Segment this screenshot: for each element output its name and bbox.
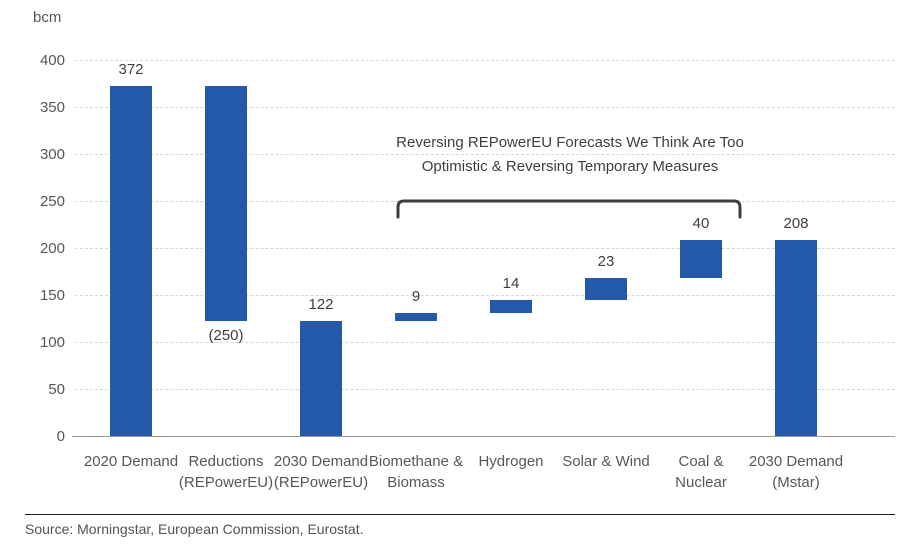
bar-value-label: 122 [308, 296, 334, 314]
bar-value-label: 40 [692, 215, 710, 233]
y-tick-label: 200 [39, 240, 65, 257]
gridline [75, 201, 895, 202]
bar [490, 299, 532, 313]
y-tick-label: 100 [39, 334, 65, 351]
bar-value-label: (250) [208, 327, 244, 345]
x-category-label: 2030 Demand (REPowerEU) [273, 453, 369, 491]
bar-value-label: 208 [783, 215, 809, 233]
y-tick-label: 50 [48, 381, 65, 398]
bar [775, 240, 817, 436]
x-axis-line [72, 436, 895, 437]
gridline [75, 342, 895, 343]
chart-annotation: Reversing REPowerEU Forecasts We Think A… [320, 131, 820, 179]
bar-value-label: 14 [502, 274, 520, 292]
gridline [75, 60, 895, 61]
gridline [75, 154, 895, 155]
x-category-label: Reductions (REPowerEU) [178, 453, 274, 491]
source-text: Source: Morningstar, European Commission… [25, 521, 364, 537]
bar [300, 321, 342, 436]
x-category-label: Biomethane & Biomass [368, 453, 464, 491]
gridline [75, 295, 895, 296]
bar-value-label: 9 [411, 287, 421, 305]
x-category-label: Coal & Nuclear [675, 453, 727, 491]
y-axis-unit-label: bcm [33, 9, 62, 26]
footer-divider [25, 514, 895, 515]
x-category-label: 2030 Demand (Mstar) [748, 453, 844, 491]
gridline [75, 248, 895, 249]
bar [395, 312, 437, 322]
y-tick-label: 300 [39, 146, 65, 163]
gridline [75, 107, 895, 108]
bar [205, 86, 247, 322]
bar [585, 278, 627, 300]
x-category-label: Solar & Wind [562, 453, 650, 470]
x-category-label: Hydrogen [478, 453, 544, 470]
y-tick-label: 250 [39, 193, 65, 210]
bar [680, 240, 722, 279]
annotation-line-2: Optimistic & Reversing Temporary Measure… [421, 158, 719, 175]
y-tick-label: 400 [39, 52, 65, 69]
y-tick-label: 350 [39, 99, 65, 116]
gridline [75, 389, 895, 390]
bar-value-label: 23 [597, 253, 615, 271]
y-tick-label: 150 [39, 287, 65, 304]
annotation-line-1: Reversing REPowerEU Forecasts We Think A… [396, 134, 744, 151]
y-tick-label: 0 [56, 428, 65, 445]
x-category-label: 2020 Demand [83, 453, 179, 470]
bar-value-label: 372 [118, 61, 144, 79]
bar [110, 86, 152, 436]
